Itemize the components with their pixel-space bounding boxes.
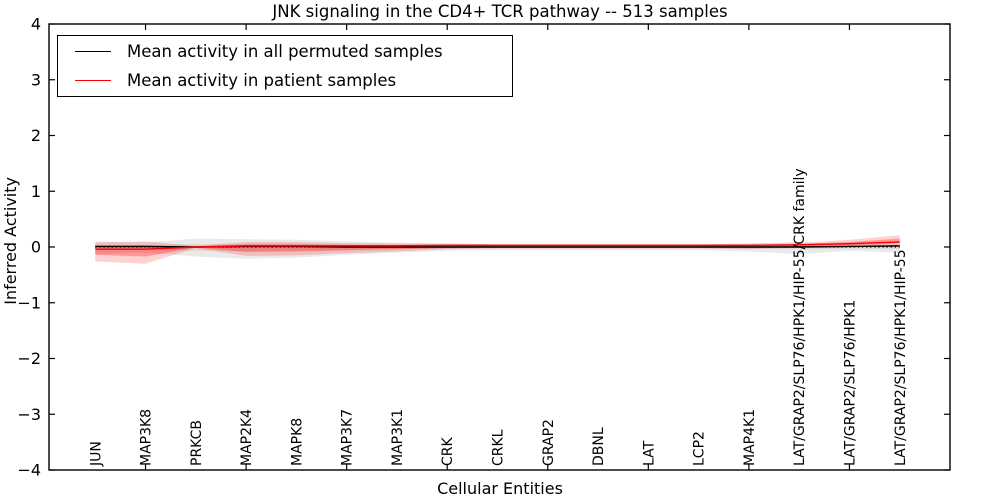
patient-line-sample [75, 80, 111, 81]
x-tick-label: LAT [641, 440, 657, 466]
chart-title: JNK signaling in the CD4+ TCR pathway --… [272, 2, 728, 21]
permuted-line-sample [75, 51, 111, 52]
patient-mean-line [95, 241, 900, 250]
y-tick-label: 4 [31, 15, 41, 34]
y-axis-label: Inferred Activity [1, 177, 20, 305]
x-tick-label: MAP3K8 [139, 409, 155, 466]
legend-item-label: Mean activity in patient samples [127, 71, 397, 90]
permuted-band-outer [95, 238, 900, 259]
y-tick-label: −4 [17, 461, 41, 480]
x-tick-label: LAT/GRAP2/SLP76/HPK1/HIP-55 [893, 249, 909, 466]
x-tick-label: MAP3K7 [340, 409, 356, 466]
y-tick-label: −1 [17, 293, 41, 312]
x-tick-label: MAP3K1 [390, 409, 406, 466]
y-tick-label: 2 [31, 126, 41, 145]
x-axis-label: Cellular Entities [437, 479, 563, 498]
y-tick-label: 3 [31, 70, 41, 89]
x-tick-label: LAT/GRAP2/SLP76/HPK1 [842, 300, 858, 466]
legend-item-patient: Mean activity in patient samples [58, 70, 512, 92]
y-tick-label: 1 [31, 182, 41, 201]
x-tick-label: LCP2 [692, 431, 708, 466]
patient-band-outer [95, 235, 900, 264]
x-tick-label: PRKCB [189, 420, 205, 466]
x-tick-label: CRKL [491, 429, 507, 466]
y-tick-label: −2 [17, 349, 41, 368]
x-tick-label: MAP2K4 [239, 409, 255, 466]
y-tick-label: −3 [17, 405, 41, 424]
x-tick-label: LAT/GRAP2/SLP76/HPK1/HIP-55/CRK family [792, 168, 808, 466]
x-tick-label: DBNL [591, 427, 607, 466]
legend-item-label: Mean activity in all permuted samples [127, 42, 443, 61]
x-tick-label: MAP4K1 [742, 409, 758, 466]
x-tick-label: CRK [440, 436, 456, 466]
x-tick-label: MAPK8 [289, 418, 305, 466]
x-tick-label: GRAP2 [541, 419, 557, 466]
legend: Mean activity in all permuted samples Me… [57, 35, 513, 97]
y-tick-label: 0 [31, 238, 41, 257]
x-tick-label: JUN [88, 441, 104, 467]
legend-item-permuted: Mean activity in all permuted samples [58, 41, 512, 63]
